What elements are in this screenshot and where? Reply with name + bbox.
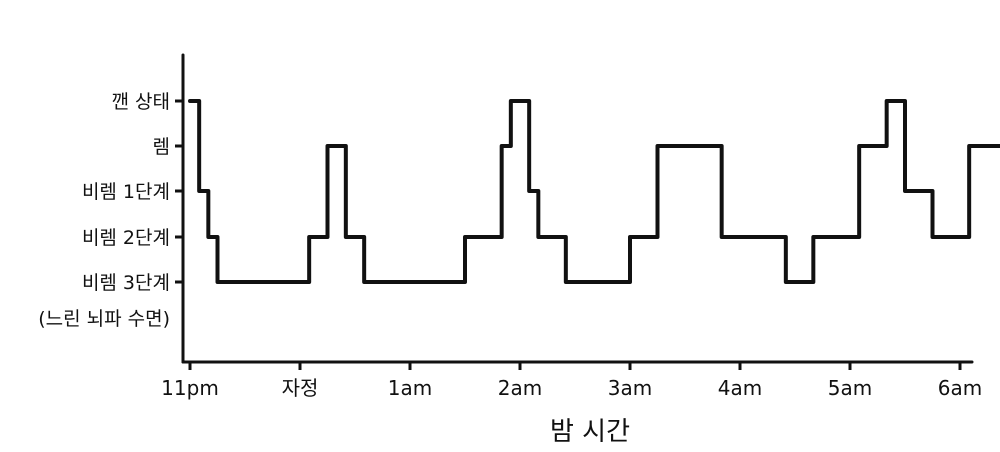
axes: [181, 53, 974, 364]
x-tick-label: 6am: [938, 376, 982, 400]
x-tick-label: 11pm: [161, 376, 219, 400]
x-tick-label: 5am: [828, 376, 872, 400]
x-tick-label: 4am: [718, 376, 762, 400]
y-tick-label: (느린 뇌파 수면): [38, 308, 170, 330]
y-tick-label: 비렘 2단계: [82, 227, 170, 249]
y-tick-label: 렘: [153, 136, 170, 158]
x-tick-label: 3am: [608, 376, 652, 400]
x-tick-label: 2am: [498, 376, 542, 400]
x-axis-title: 밤 시간: [550, 417, 630, 447]
x-ticks: 11pm자정1am2am3am4am5am6am7am: [161, 362, 982, 400]
hypnogram-series-line: [188, 99, 1000, 284]
y-tick-label: 비렘 1단계: [82, 181, 170, 203]
x-tick-label: 1am: [388, 376, 432, 400]
x-tick-label: 자정: [282, 376, 319, 400]
y-tick-label: 비렘 3단계: [82, 272, 170, 294]
y-tick-label: 깬 상태: [112, 91, 170, 113]
